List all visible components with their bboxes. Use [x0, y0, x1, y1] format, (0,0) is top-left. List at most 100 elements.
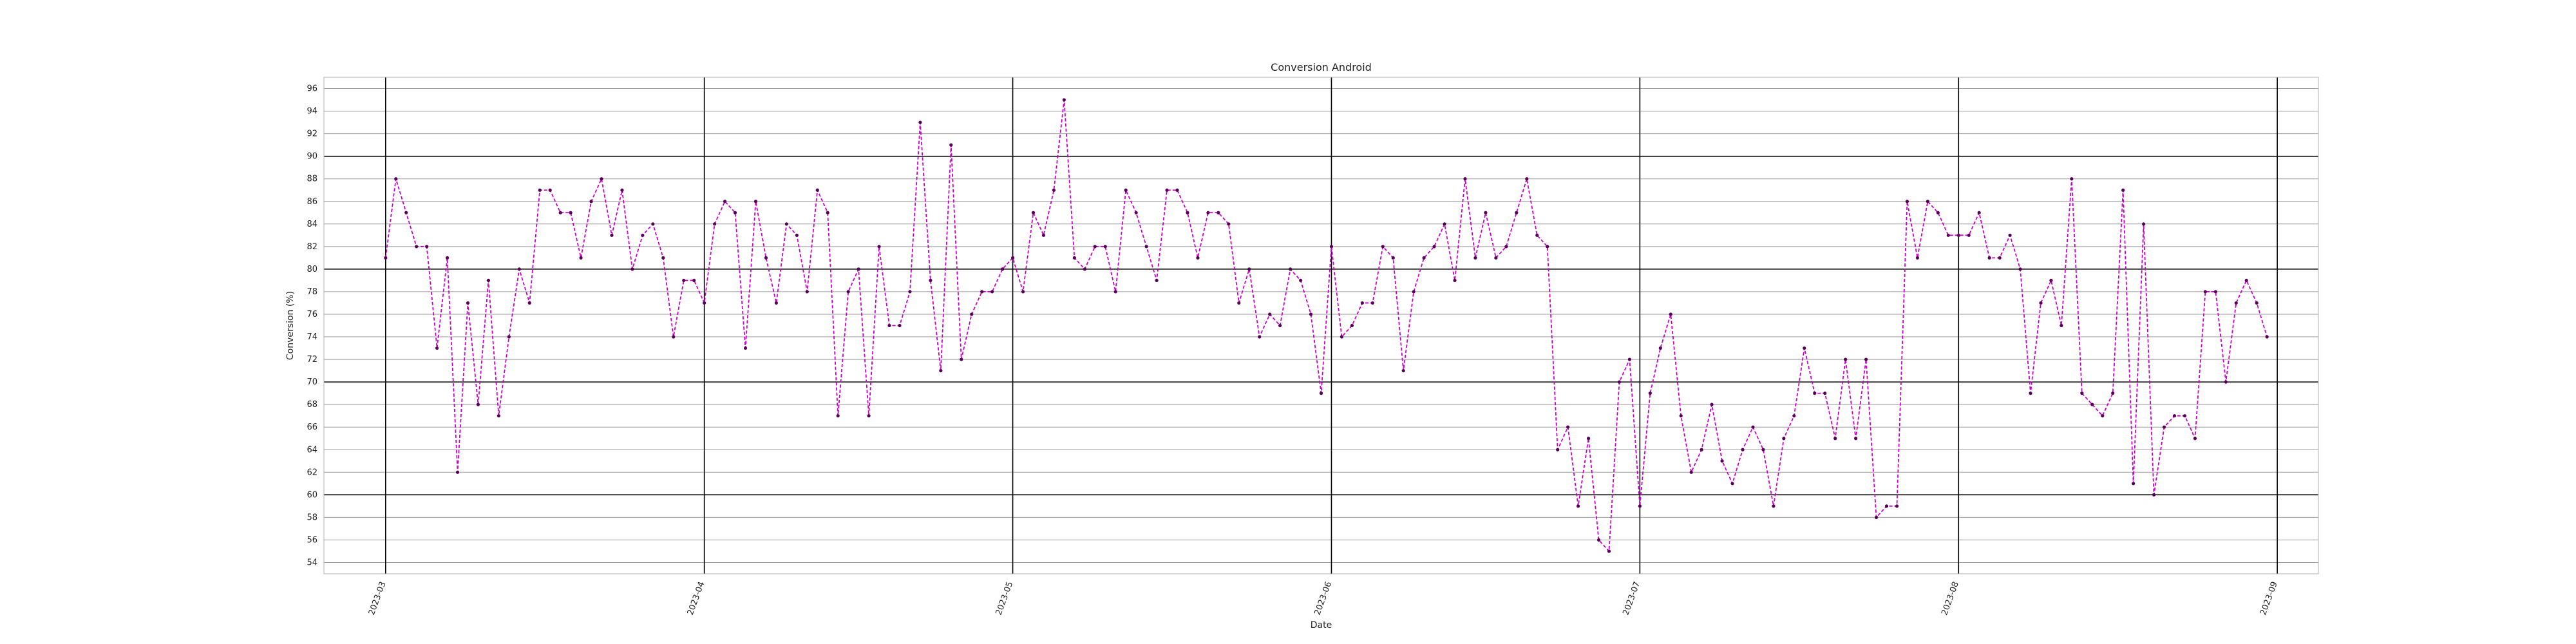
data-point	[1741, 448, 1745, 451]
data-point	[1586, 437, 1591, 440]
data-point	[2224, 380, 2228, 384]
data-point	[1443, 222, 1446, 226]
data-point	[1504, 245, 1508, 249]
y-tick-label: 54	[307, 558, 317, 567]
data-point	[507, 335, 511, 339]
data-point	[661, 256, 665, 260]
y-tick-label: 88	[307, 175, 317, 184]
data-point	[795, 233, 799, 237]
data-point	[2029, 392, 2032, 395]
data-point	[404, 211, 408, 214]
y-tick-label: 76	[307, 310, 317, 319]
x-tick-label: 2023-06	[1313, 580, 1334, 616]
data-point	[2101, 414, 2105, 418]
data-point	[1422, 256, 1426, 260]
data-point	[733, 211, 737, 214]
data-point	[651, 222, 655, 226]
x-tick-label: 2023-03	[367, 580, 388, 616]
data-point	[1391, 256, 1395, 260]
data-point	[1289, 267, 1293, 271]
data-point	[2142, 222, 2146, 226]
data-point	[569, 211, 573, 214]
data-point	[960, 357, 963, 361]
x-tick-label: 2023-07	[1621, 580, 1642, 616]
data-point	[1596, 538, 1601, 542]
data-point	[1093, 245, 1097, 249]
data-point	[1977, 211, 1981, 214]
data-point	[692, 278, 696, 283]
data-point	[1381, 245, 1385, 249]
data-point	[1165, 188, 1169, 192]
data-point	[1473, 256, 1477, 260]
data-point	[908, 290, 912, 294]
data-point	[425, 245, 429, 249]
data-point	[1813, 392, 1817, 395]
data-point	[774, 301, 779, 305]
data-point	[620, 188, 624, 192]
data-point	[898, 323, 902, 328]
data-point	[1648, 392, 1652, 395]
x-axis-ticks: 2023-03 2023-04 2023-05 2023-06 2023-07 2023-…	[367, 580, 2280, 616]
data-point	[2008, 233, 2012, 237]
y-tick-label: 84	[307, 220, 317, 229]
data-point	[2049, 278, 2053, 283]
data-point	[836, 414, 840, 418]
data-point	[1206, 211, 1210, 214]
data-point	[1494, 256, 1498, 260]
data-point	[1905, 200, 1909, 204]
data-point	[815, 188, 819, 192]
data-point	[949, 143, 953, 147]
minor-gridlines	[324, 88, 2318, 563]
x-tick-label: 2023-05	[994, 580, 1016, 616]
data-point	[1412, 290, 1416, 294]
data-point	[2203, 290, 2207, 294]
data-point	[1360, 301, 1364, 305]
data-point	[1052, 188, 1056, 192]
data-point	[2121, 188, 2125, 192]
data-point	[558, 211, 562, 214]
data-point	[589, 200, 593, 204]
y-tick-label: 78	[307, 287, 317, 297]
data-point	[486, 278, 491, 283]
data-point	[1987, 256, 1991, 260]
data-point	[2060, 323, 2063, 328]
data-point	[1113, 290, 1117, 294]
data-point	[1298, 278, 1303, 283]
data-point	[1556, 448, 1560, 451]
data-point	[1710, 402, 1714, 406]
y-tick-label: 82	[307, 242, 317, 252]
data-point	[1370, 301, 1374, 305]
y-tick-label: 56	[307, 535, 317, 545]
data-point	[1926, 200, 1929, 204]
data-point	[2039, 301, 2043, 305]
data-point	[1782, 437, 1786, 440]
data-point	[1340, 335, 1344, 339]
major-gridlines	[324, 77, 2318, 574]
data-point	[1031, 211, 1036, 214]
data-point	[476, 402, 480, 406]
data-point	[929, 278, 933, 283]
data-point	[826, 211, 829, 214]
y-tick-label: 66	[307, 422, 317, 432]
data-point	[857, 267, 860, 271]
data-point	[1720, 459, 1724, 463]
data-point	[2132, 482, 2136, 486]
data-point	[939, 368, 943, 373]
data-point	[1350, 323, 1354, 328]
data-point	[445, 256, 450, 260]
data-point	[2213, 290, 2217, 294]
data-point	[2234, 301, 2238, 305]
data-point	[579, 256, 583, 260]
data-point	[1669, 312, 1672, 316]
y-tick-label: 60	[307, 490, 317, 500]
data-point	[1217, 211, 1220, 214]
data-point	[2111, 392, 2115, 395]
data-point	[1658, 346, 1662, 350]
data-point	[1072, 256, 1076, 260]
data-point	[1103, 245, 1107, 249]
data-point	[384, 256, 388, 260]
data-point	[877, 245, 881, 249]
data-point	[1854, 437, 1858, 440]
data-point	[1833, 437, 1837, 440]
data-point	[1329, 245, 1334, 249]
